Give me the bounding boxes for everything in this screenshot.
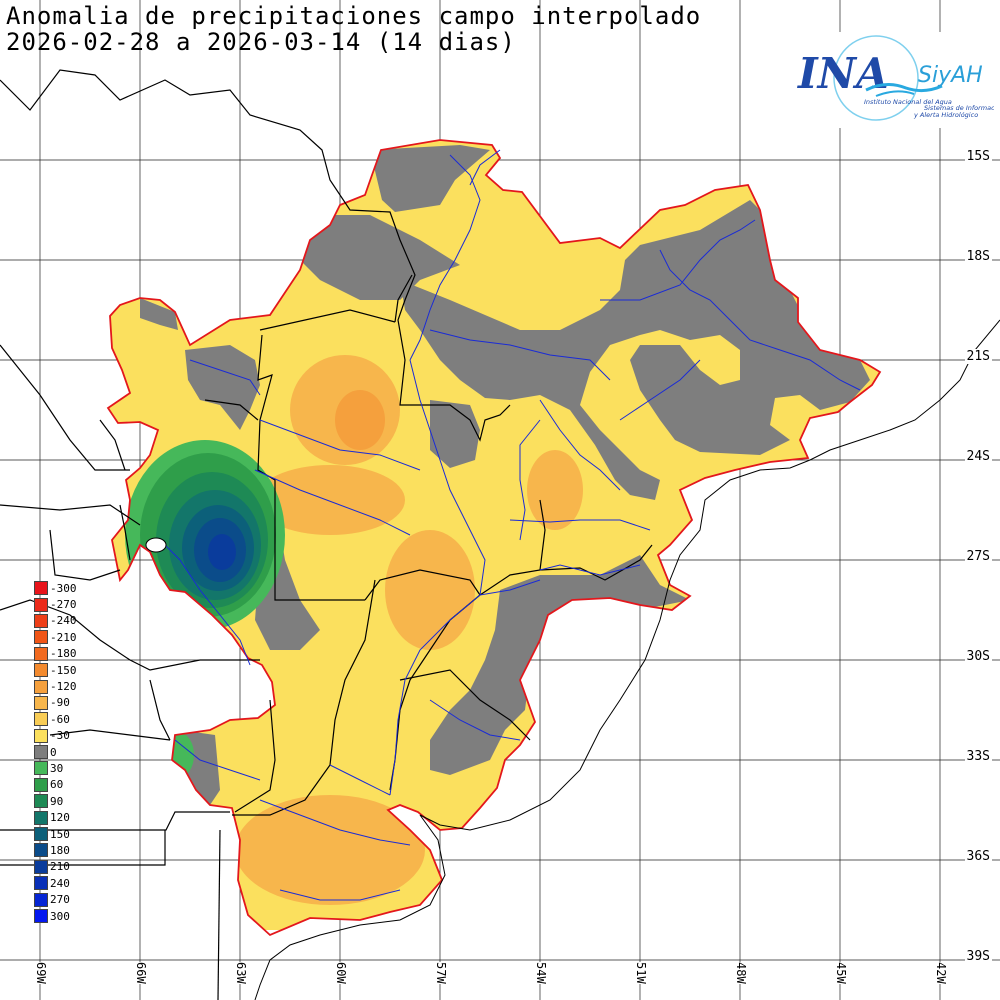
longitude-label: 42W [934, 962, 948, 984]
legend-swatch [34, 777, 48, 792]
legend-swatch [34, 728, 48, 743]
legend-swatch [34, 646, 48, 661]
legend-label: 300 [50, 909, 70, 923]
color-legend: -300 -270 -240 -210 -180 -150 -120 -90 -60 -30 0 30… [34, 580, 104, 924]
legend-swatch [34, 859, 48, 874]
latitude-label: 15S [964, 149, 992, 164]
legend-swatch [34, 679, 48, 694]
legend-row: 150 [34, 826, 104, 842]
legend-row: -210 [34, 629, 104, 645]
anomaly-field [108, 140, 880, 930]
legend-label: -240 [50, 614, 77, 628]
longitude-label: 57W [434, 962, 448, 984]
legend-row: -90 [34, 695, 104, 711]
legend-swatch [34, 663, 48, 678]
legend-swatch [34, 761, 48, 776]
legend-label: -210 [50, 630, 77, 644]
legend-label: 270 [50, 893, 70, 907]
legend-swatch [34, 745, 48, 760]
legend-row: 0 [34, 744, 104, 760]
legend-label: -180 [50, 647, 77, 661]
legend-label: -120 [50, 680, 77, 694]
legend-label: 0 [50, 745, 57, 759]
latitude-label: 27S [964, 549, 992, 564]
legend-label: 210 [50, 860, 70, 874]
latitude-label: 30S [964, 649, 992, 664]
legend-row: 90 [34, 793, 104, 809]
legend-row: -180 [34, 646, 104, 662]
legend-label: -300 [50, 581, 77, 595]
longitude-label: 45W [834, 962, 848, 984]
legend-label: 60 [50, 778, 64, 792]
legend-swatch [34, 892, 48, 907]
logo-org: Instituto Nacional del Agua [864, 98, 952, 106]
legend-swatch [34, 695, 48, 710]
logo-tagline-1: Sistemas de Información [924, 104, 994, 112]
logo-mark: INA [797, 49, 889, 98]
longitude-label: 51W [634, 962, 648, 984]
legend-swatch [34, 827, 48, 842]
latitude-label: 24S [964, 449, 992, 464]
legend-label: -90 [50, 696, 70, 710]
legend-swatch [34, 810, 48, 825]
legend-label: -30 [50, 729, 70, 743]
rivers [159, 149, 861, 901]
legend-row: -120 [34, 678, 104, 694]
legend-row: -300 [34, 580, 104, 596]
logo-brand: SiyAH [918, 63, 983, 88]
legend-swatch [34, 613, 48, 628]
legend-row: 210 [34, 859, 104, 875]
legend-row: -270 [34, 596, 104, 612]
legend-label: 180 [50, 843, 70, 857]
latitude-label: 36S [964, 849, 992, 864]
legend-swatch [34, 712, 48, 727]
legend-row: -150 [34, 662, 104, 678]
legend-swatch [34, 794, 48, 809]
longitude-label: 66W [134, 962, 148, 984]
legend-swatch [34, 630, 48, 645]
latitude-label: 39S [964, 949, 992, 964]
legend-label: 30 [50, 761, 64, 775]
legend-row: -60 [34, 711, 104, 727]
legend-label: -270 [50, 598, 77, 612]
latitude-label: 21S [964, 349, 992, 364]
legend-row: -30 [34, 728, 104, 744]
legend-label: 120 [50, 811, 70, 825]
legend-row: 240 [34, 875, 104, 891]
legend-label: 150 [50, 827, 70, 841]
legend-swatch [34, 876, 48, 891]
logo-tagline-2: y Alerta Hidrológico [913, 111, 978, 119]
legend-swatch [34, 597, 48, 612]
legend-row: 270 [34, 891, 104, 907]
longitude-label: 63W [234, 962, 248, 984]
legend-row: -240 [34, 613, 104, 629]
lake [145, 537, 167, 553]
longitude-label: 60W [334, 962, 348, 984]
latitude-label: 18S [964, 249, 992, 264]
latitude-label: 33S [964, 749, 992, 764]
map-title: Anomalia de precipitaciones campo interp… [6, 2, 702, 30]
longitude-label: 48W [734, 962, 748, 984]
legend-swatch [34, 843, 48, 858]
ina-logo-icon: INA SiyAH Instituto Nacional del Agua Si… [797, 35, 1000, 121]
legend-row: 30 [34, 760, 104, 776]
longitude-label: 54W [534, 962, 548, 984]
legend-label: -60 [50, 712, 70, 726]
legend-label: -150 [50, 663, 77, 677]
legend-row: 300 [34, 908, 104, 924]
legend-row: 60 [34, 777, 104, 793]
coastline [254, 319, 1000, 1000]
legend-swatch [34, 909, 48, 923]
legend-label: 240 [50, 876, 70, 890]
legend-row: 120 [34, 809, 104, 825]
legend-swatch [34, 581, 48, 596]
date-range: 2026-02-28 a 2026-03-14 (14 dias) [6, 28, 516, 56]
legend-label: 90 [50, 794, 64, 808]
ina-siyah-logo: INA SiyAH Instituto Nacional del Agua Si… [796, 32, 1000, 128]
longitude-label: 69W [34, 962, 48, 984]
legend-row: 180 [34, 842, 104, 858]
